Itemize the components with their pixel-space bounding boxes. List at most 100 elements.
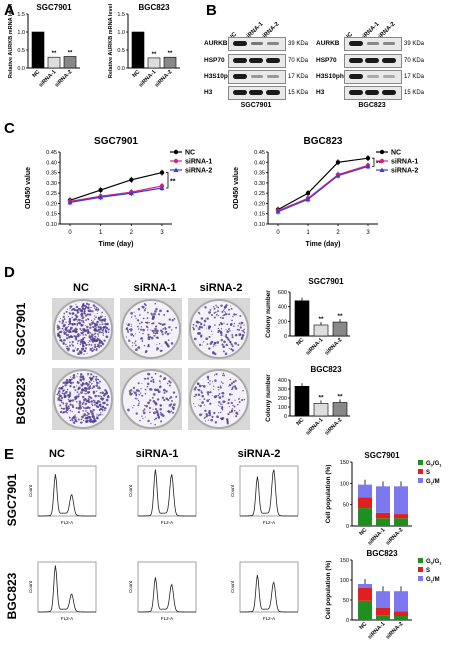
colony-dot bbox=[159, 322, 162, 325]
colony-dot bbox=[76, 380, 79, 383]
a-sig-0-2: ** bbox=[68, 50, 73, 56]
colony-dot bbox=[201, 401, 204, 404]
colony-dot bbox=[203, 398, 206, 401]
colony-dot bbox=[69, 403, 72, 406]
colony-dot bbox=[233, 385, 237, 388]
panel-b-letter: B bbox=[206, 2, 217, 19]
colony-dot bbox=[138, 402, 140, 405]
colony-dot bbox=[153, 335, 155, 337]
e-hist-xaxis-1-0: FL2-A bbox=[61, 616, 73, 621]
c-legend-marker-0-2 bbox=[173, 167, 179, 172]
colony-dot bbox=[81, 317, 84, 320]
colony-dot bbox=[93, 348, 96, 351]
a-chart-1: BGC823 Relative AURKB mRNA level 0.0 0.5 1.0… bbox=[108, 3, 180, 89]
d-bar-1-1 bbox=[313, 403, 329, 417]
colony-dot bbox=[77, 373, 79, 375]
colony-dot bbox=[235, 313, 237, 316]
colony-dot bbox=[228, 327, 230, 330]
colony-dot bbox=[206, 391, 210, 394]
colony-dot bbox=[218, 412, 220, 414]
colony-dot bbox=[79, 393, 81, 395]
e-stack-title-1: BGC823 bbox=[366, 549, 398, 558]
colony-dot bbox=[77, 333, 79, 336]
colony-dot bbox=[228, 313, 231, 316]
blot1-row-h3s10ph: H3S10ph bbox=[204, 73, 232, 80]
c-legend-label-0-2: siRNA-2 bbox=[185, 168, 212, 175]
colony-dot bbox=[200, 334, 203, 337]
colony-dot bbox=[137, 399, 140, 402]
colony-dot bbox=[76, 391, 79, 393]
d-sig-1-1: ** bbox=[318, 394, 324, 401]
colony-dot bbox=[167, 399, 170, 402]
panel-c-growth-curves: SGC7901 OD450 value Time (day) 0.10 0.15 0.20… bbox=[25, 136, 418, 248]
colony-dot bbox=[163, 313, 166, 316]
colony-dot bbox=[216, 306, 218, 308]
colony-dot bbox=[208, 413, 212, 417]
colony-dot bbox=[239, 409, 241, 411]
colony-dot bbox=[79, 328, 82, 330]
e-legend-label-1-0: G0/G1 bbox=[426, 559, 442, 566]
colony-dot bbox=[81, 388, 84, 392]
colony-dot bbox=[238, 328, 241, 331]
colony-dot bbox=[203, 341, 205, 343]
colony-dot bbox=[80, 324, 83, 326]
colony-dot bbox=[74, 414, 76, 416]
colony-dot bbox=[101, 391, 104, 395]
colony-dot bbox=[201, 344, 203, 346]
colony-dot bbox=[84, 347, 87, 350]
colony-dot bbox=[223, 313, 226, 316]
colony-dot bbox=[243, 328, 245, 331]
c-yticklabel-1: 0.20 bbox=[254, 201, 265, 207]
colony-dot bbox=[199, 413, 202, 417]
e-stack-seg-0-0-1 bbox=[358, 497, 372, 509]
colony-dot bbox=[88, 339, 91, 342]
a-sig-1-1: ** bbox=[152, 52, 157, 58]
colony-dot bbox=[214, 324, 216, 326]
dish-col-sirna2: siRNA-2 bbox=[199, 282, 243, 294]
colony-dot bbox=[154, 302, 156, 305]
colony-dot bbox=[226, 313, 228, 315]
colony-dot bbox=[204, 306, 207, 309]
colony-dot bbox=[94, 316, 96, 318]
colony-dot bbox=[144, 377, 147, 380]
colony-dot bbox=[231, 393, 233, 396]
c-line-1-2 bbox=[277, 165, 369, 213]
colony-dot bbox=[82, 406, 84, 408]
colony-dot bbox=[203, 417, 206, 419]
colony-dot bbox=[68, 400, 71, 403]
colony-dot bbox=[82, 320, 85, 322]
colony-dot bbox=[91, 350, 94, 353]
colony-dot bbox=[147, 329, 149, 331]
colony-dot bbox=[66, 411, 68, 414]
d-sig-1-2: ** bbox=[337, 394, 343, 401]
d-xlabel-0-0: NC bbox=[296, 337, 306, 347]
blot2-h3s10ph-strip bbox=[344, 70, 402, 84]
colony-dot bbox=[71, 405, 75, 409]
c-legend-marker-1-1 bbox=[379, 158, 385, 164]
e-stack-seg-1-2-2 bbox=[394, 591, 408, 612]
colony-dot bbox=[130, 330, 132, 332]
colony-dot bbox=[82, 382, 85, 386]
colony-dot bbox=[242, 330, 245, 333]
colony-dot bbox=[170, 403, 173, 406]
colony-dot bbox=[139, 314, 141, 316]
colony-dot bbox=[65, 331, 67, 334]
colony-dot bbox=[242, 334, 245, 337]
colony-dot bbox=[216, 415, 219, 419]
colony-dot bbox=[76, 323, 79, 325]
colony-dot bbox=[211, 333, 213, 335]
colony-dot bbox=[161, 345, 163, 347]
colony-dot bbox=[84, 389, 88, 393]
colony-dot bbox=[231, 319, 233, 322]
colony-dot bbox=[134, 344, 137, 347]
colony-dot bbox=[105, 398, 109, 402]
colony-dot bbox=[149, 387, 152, 391]
colony-dot bbox=[57, 396, 61, 400]
colony-dot bbox=[76, 312, 79, 314]
a-xlabel-0-2: siRNA-2 bbox=[54, 69, 73, 88]
e-hist-yaxis-0-1: Count bbox=[128, 484, 133, 497]
colony-dot bbox=[134, 315, 137, 317]
blot2-kda-h3: 15 KDa bbox=[404, 90, 425, 96]
colony-dot bbox=[162, 328, 165, 330]
colony-dot bbox=[233, 405, 236, 408]
